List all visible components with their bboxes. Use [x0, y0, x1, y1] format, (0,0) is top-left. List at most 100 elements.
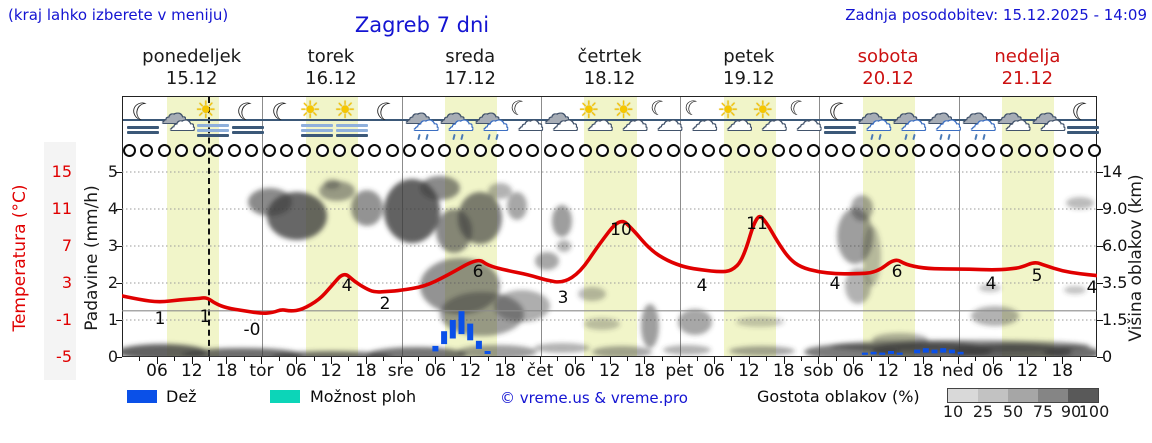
x-axis-tick-label: 06 [146, 361, 168, 381]
density-segment [978, 389, 1008, 402]
weather-icon-sun-fog: ☀ [299, 98, 335, 140]
x-tick-mark [922, 357, 924, 364]
x-tick-mark [435, 357, 437, 364]
precip-probability-dot [1087, 144, 1101, 157]
rain-bar [940, 348, 947, 353]
precip-probability-dot [736, 144, 750, 157]
precip-probability-dot [175, 144, 189, 157]
copyright-link[interactable]: © vreme.us & vreme.pro [500, 389, 688, 407]
day-date: 21.12 [1001, 68, 1054, 89]
x-axis-tick-label: 12 [738, 361, 760, 381]
precip-probability-dot [561, 144, 575, 157]
x-tick-mark [853, 357, 855, 364]
precip-probability-dot [455, 144, 469, 157]
x-axis-tick-label: 12 [320, 361, 342, 381]
x-axis-tick-label: 18 [772, 361, 795, 381]
rain-bar [896, 352, 903, 355]
weather-icon-sun-cloud: ☀ ☁ [717, 96, 753, 137]
precip-probability-dot [806, 144, 820, 157]
weather-icon-rain-clouds: ☁ ☁ [404, 100, 440, 141]
day-boundary-gridline [819, 97, 821, 356]
fog-layer-line [123, 119, 1096, 121]
x-axis-tick-label: 06 [285, 361, 308, 381]
precip-probability-dot [1052, 144, 1066, 157]
left-margin-shade [44, 142, 76, 380]
temperature-curve [122, 214, 1097, 315]
day-name: sobota [857, 46, 919, 67]
x-tick-mark [818, 357, 820, 364]
x-tick-mark [174, 357, 176, 361]
temperature-value-label: 10 [610, 220, 632, 240]
cloud-height-tick: 9.0 [1102, 199, 1128, 218]
day-boundary-gridline [262, 97, 264, 356]
x-axis-tick-label: tor [249, 361, 274, 381]
precip-probability-dot [491, 144, 505, 157]
x-tick-mark [505, 357, 507, 364]
y-tick-mark [1097, 246, 1103, 247]
chart-frame: ☾ ☁ ☁ ☀ ☾ ☾ ☀ ☀ ☾ ☁ ☁ ☁ ☁ ☁ ☁ ☾ ☁ ☁ ☁ ☀ ☁ ☀ ☁ ☾ ☁ ☾ ☁ ☀ ☁ ☀ ☁ ☾ ☁ ☾ ☁ ☁ ☁ ☁ ☁ ☁… [122, 93, 1101, 357]
precip-probability-dot [719, 144, 733, 157]
precip-probability-dot [666, 144, 680, 157]
rain-bar [888, 351, 894, 354]
day-date: 17.12 [444, 68, 496, 89]
x-tick-mark [417, 357, 419, 361]
weather-icon-rain-clouds: ☁ ☁ [474, 100, 510, 141]
x-tick-mark [1027, 357, 1029, 364]
weather-icon-moon-cloud: ☾ ☁ [785, 93, 822, 137]
precip-probability-dot [631, 144, 645, 157]
weather-icon-moon: ☾ [266, 95, 296, 129]
cloud-height-tick: 6.0 [1102, 236, 1128, 255]
x-tick-mark [801, 357, 803, 361]
temperature-value-label: 4 [342, 276, 353, 296]
x-tick-mark [748, 357, 750, 364]
y-tick-mark [116, 283, 122, 284]
x-axis-tick-label: sob [803, 361, 834, 381]
x-axis-tick-label: 12 [1016, 361, 1039, 381]
day-date: 16.12 [305, 68, 357, 89]
x-tick-mark [209, 357, 211, 361]
weather-icon-moon-cloud: ☾ ☁ [681, 93, 718, 137]
x-tick-mark [644, 357, 646, 364]
weather-icon-moon-cloud: ☾ ☁ [646, 93, 683, 137]
precip-probability-dot [894, 144, 908, 157]
x-tick-mark [278, 357, 280, 361]
weather-icon-moon-fog: ☾ [230, 95, 266, 140]
rain-bar [475, 340, 482, 349]
precip-probability-dot [824, 144, 838, 157]
precip-probability-dot [315, 144, 329, 157]
day-name: sreda [445, 46, 496, 67]
x-axis-tick-label: 18 [912, 361, 934, 381]
precip-probability-dot [350, 144, 364, 157]
precip-probability-dot [1000, 144, 1013, 157]
x-tick-mark [243, 357, 245, 361]
x-tick-mark [539, 357, 541, 364]
density-segment [1038, 389, 1068, 402]
weather-icon-sun-cloud: ☀ ☁ [752, 96, 788, 137]
temperature-value-label: 1 [200, 307, 211, 327]
y-tick-mark [1097, 357, 1103, 358]
cloud-height-tick: 14 [1102, 162, 1123, 181]
temp-tick: 11 [51, 199, 72, 218]
x-tick-mark [1062, 357, 1064, 364]
precip-probability-dot [508, 144, 522, 157]
x-axis-tick-label: 18 [633, 361, 656, 381]
rain-legend-swatch [127, 390, 157, 403]
weather-icon-sun-cloud: ☀ ☁ [577, 96, 613, 137]
x-tick-mark [835, 357, 837, 361]
weather-icon-rain-clouds: ☁ ☁ [891, 100, 927, 141]
y-tick-mark [116, 209, 122, 210]
x-tick-mark [940, 357, 942, 361]
temperature-value-label: 4 [1087, 278, 1097, 298]
cloud-density-field [122, 176, 1097, 357]
precip-probability-dot [771, 144, 785, 157]
precip-probability-dot [842, 144, 856, 157]
x-tick-mark [574, 357, 576, 364]
x-tick-mark [766, 357, 768, 361]
day-name: ponedeljek [142, 46, 242, 67]
rain-bar [948, 349, 955, 354]
density-segment [948, 389, 978, 402]
weather-icon-sun-cloud: ☀ ☁ [612, 96, 648, 137]
cloud-height-tick: 1.5 [1102, 310, 1128, 329]
rain-bar [879, 352, 886, 355]
